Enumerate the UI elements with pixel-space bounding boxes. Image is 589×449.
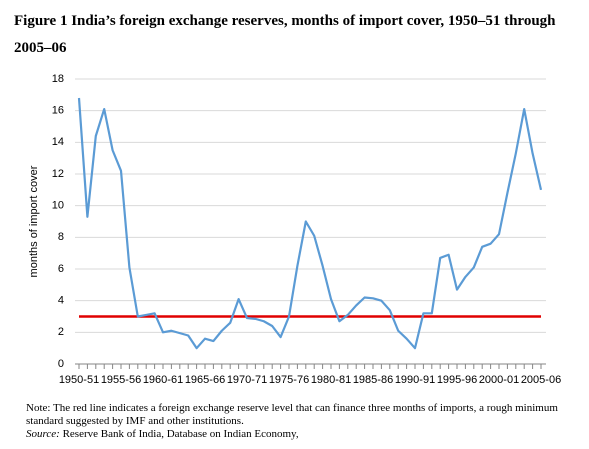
y-tick-label: 8 xyxy=(58,231,64,243)
source-label: Source: xyxy=(26,428,60,440)
x-tick-label: 1960-61 xyxy=(143,374,183,386)
y-tick-label: 4 xyxy=(58,295,64,307)
x-tick-label: 1950-51 xyxy=(59,374,99,386)
chart-title: Figure 1 India’s foreign exchange reserv… xyxy=(14,13,556,56)
y-tick-label: 6 xyxy=(58,263,64,275)
y-tick-label: 2 xyxy=(58,326,64,338)
y-tick-label: 10 xyxy=(52,200,64,212)
x-tick-label: 2005-06 xyxy=(521,374,561,386)
y-tick-label: 12 xyxy=(52,168,64,180)
x-tick-label: 1990-91 xyxy=(395,374,435,386)
source: Reserve Bank of India, Database on India… xyxy=(62,428,299,440)
y-tick-label: 0 xyxy=(58,358,64,370)
y-axis-label: months of import cover xyxy=(28,165,40,277)
note: Note: The red line indicates a foreign e… xyxy=(26,402,558,427)
source-line: Source: Reserve Bank of India, Database … xyxy=(26,428,586,441)
series-line xyxy=(77,97,543,350)
x-tick-label: 1980-81 xyxy=(311,374,351,386)
y-tick-label: 16 xyxy=(52,105,64,117)
y-tick-label: 18 xyxy=(52,73,64,85)
y-tick-label: 14 xyxy=(52,136,64,148)
x-tick-label: 1970-71 xyxy=(227,374,267,386)
x-tick-label: 1985-86 xyxy=(353,374,393,386)
x-tick-label: 2000-01 xyxy=(479,374,519,386)
note-block: Note: The red line indicates a foreign e… xyxy=(26,402,586,441)
x-tick-label: 1955-56 xyxy=(101,374,141,386)
x-tick-label: 1965-66 xyxy=(185,374,225,386)
x-tick-label: 1995-96 xyxy=(437,374,477,386)
x-tick-label: 1975-76 xyxy=(269,374,309,386)
